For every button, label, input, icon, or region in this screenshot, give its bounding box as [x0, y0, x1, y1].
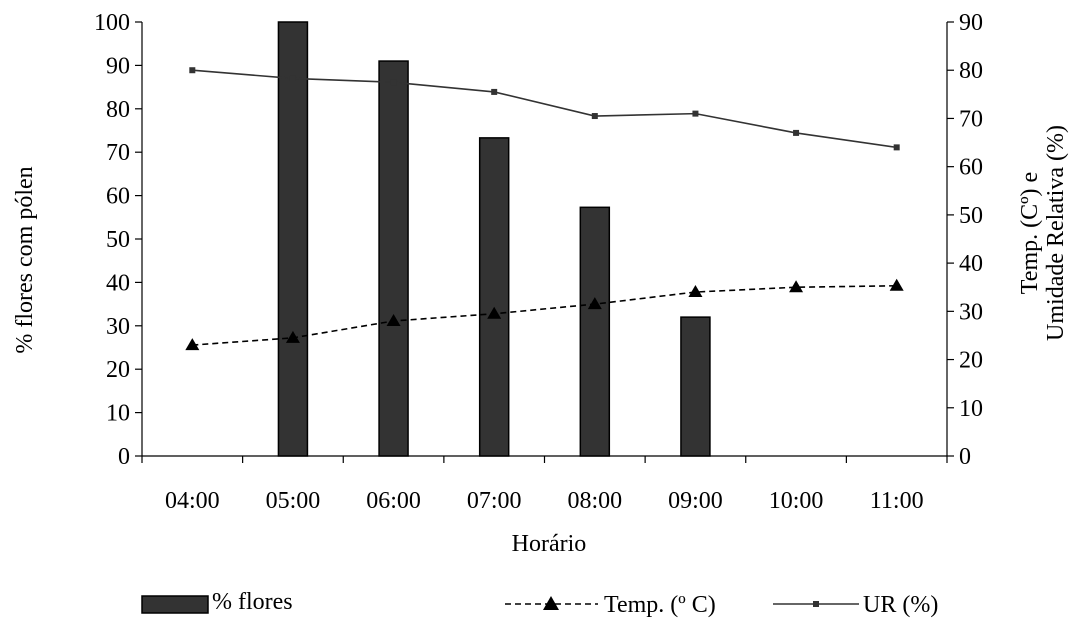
humidity-point: [491, 88, 498, 95]
humidity-point: [591, 113, 598, 120]
humidity-point: [692, 110, 699, 117]
right-y-tick-label: 60: [959, 155, 983, 181]
legend-label-ur: UR (%): [863, 592, 938, 618]
left-y-tick-label: 40: [106, 270, 130, 296]
axis-titles: Horário % flores com pólen Temp. (Cº) e …: [12, 125, 1069, 557]
temperature-point: [487, 306, 502, 319]
legend: % flores Temp. (º C) UR (%): [141, 589, 938, 618]
bar: [378, 60, 409, 457]
bar: [478, 137, 510, 457]
right-y-tick-label: 80: [959, 58, 983, 84]
left-y-tick-label: 20: [106, 357, 130, 383]
humidity-point: [189, 67, 196, 74]
humidity-point: [893, 144, 900, 151]
left-y-tick-label: 80: [106, 97, 130, 123]
legend-ur-marker: [813, 601, 819, 607]
x-tick-label: 10:00: [769, 488, 824, 514]
temperature-point: [587, 297, 602, 310]
left-y-axis-title: % flores com pólen: [12, 166, 38, 353]
right-y-tick-label: 30: [959, 299, 983, 325]
humidity-point: [793, 129, 800, 136]
x-tick-label: 05:00: [266, 488, 321, 514]
bar: [579, 206, 611, 457]
left-y-tick-label: 30: [106, 314, 130, 340]
x-tick-label: 11:00: [870, 488, 924, 514]
right-y-tick-label: 10: [959, 396, 983, 422]
right-y-tick-label: 70: [959, 106, 983, 132]
x-tick-label: 07:00: [467, 488, 522, 514]
right-y-axis-title-line-1: Temp. (Cº) e: [1017, 172, 1043, 294]
left-y-tick-label: 90: [106, 53, 130, 79]
humidity-line: [192, 69, 897, 149]
line-series: [185, 67, 904, 351]
tick-labels: 0 10 20 30 40 50 60 70 80 90 100 0 10 20 30 40 50 60 70 80 9…: [94, 10, 983, 514]
temperature-line: [192, 284, 897, 346]
right-y-tick-label: 90: [959, 10, 983, 36]
temperature-point: [688, 285, 703, 298]
temperature-point: [889, 278, 904, 291]
x-tick-label: 08:00: [567, 488, 622, 514]
bar: [277, 21, 309, 457]
legend-label-temp: Temp. (º C): [604, 592, 716, 618]
left-y-tick-label: 50: [106, 227, 130, 253]
temperature-point: [789, 280, 804, 293]
left-y-tick-label: 100: [94, 10, 130, 36]
x-tick-label: 06:00: [366, 488, 421, 514]
legend-bar-swatch: [141, 595, 209, 614]
humidity-point: [289, 75, 296, 82]
right-y-axis-title-line-2: Umidade Relativa (%): [1043, 125, 1069, 341]
left-y-tick-label: 60: [106, 184, 130, 210]
legend-label-flores: % flores: [212, 589, 293, 615]
x-axis-title: Horário: [512, 531, 587, 557]
bar: [680, 316, 711, 457]
x-tick-label: 09:00: [668, 488, 723, 514]
legend-temp-marker: [543, 596, 559, 610]
temperature-point: [185, 338, 200, 351]
left-y-tick-label: 10: [106, 401, 130, 427]
bar-series: [277, 21, 711, 457]
right-y-tick-label: 0: [959, 444, 971, 470]
temperature-point: [285, 330, 300, 343]
right-y-tick-label: 50: [959, 203, 983, 229]
axes: [135, 21, 954, 463]
temperature-point: [386, 313, 401, 326]
right-y-tick-label: 40: [959, 251, 983, 277]
right-y-tick-label: 20: [959, 348, 983, 374]
x-tick-label: 04:00: [165, 488, 220, 514]
left-y-tick-label: 0: [118, 444, 130, 470]
left-y-tick-label: 70: [106, 140, 130, 166]
humidity-point: [390, 79, 397, 86]
